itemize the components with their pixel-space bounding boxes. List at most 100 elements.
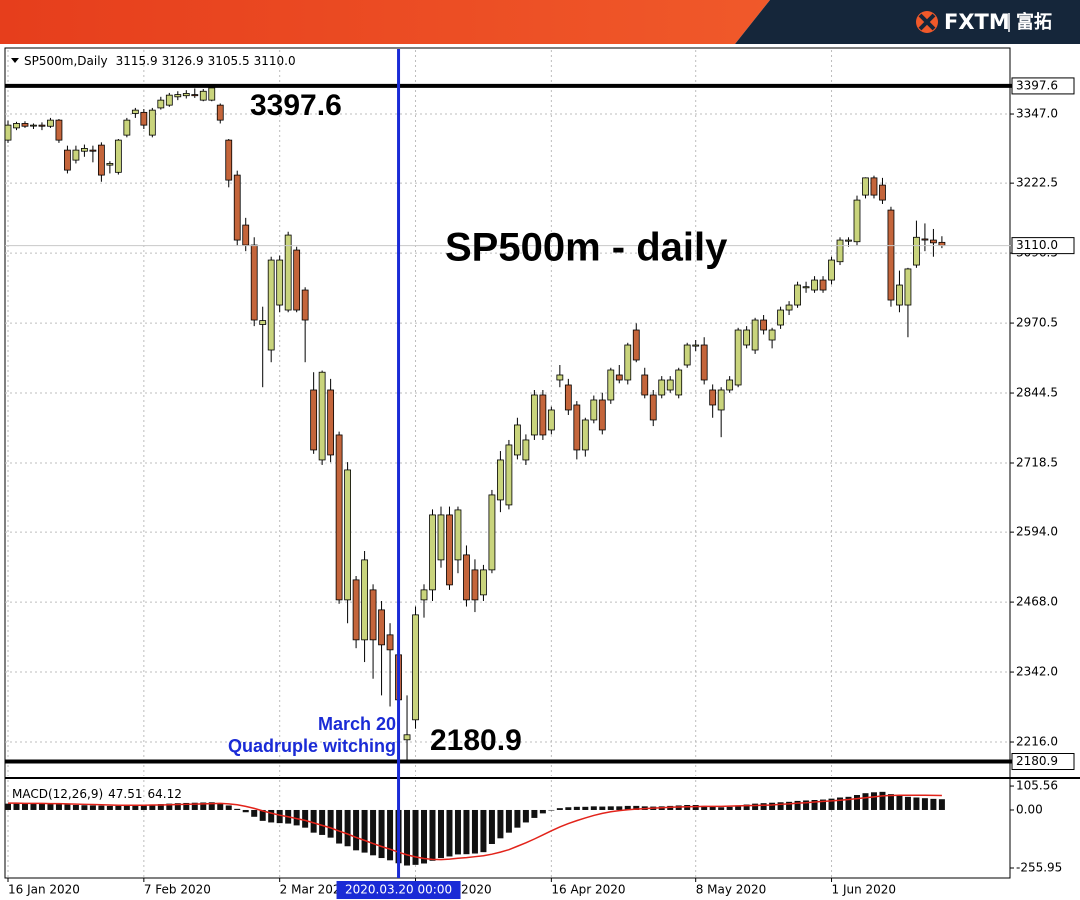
- candle-body: [794, 284, 801, 306]
- x-tick-label: 2 Mar 2020: [280, 883, 348, 897]
- macd-bar: [336, 809, 343, 844]
- candle-body: [403, 734, 411, 741]
- macd-bar: [183, 802, 190, 810]
- candle-body: [836, 239, 844, 263]
- macd-bar: [64, 804, 71, 810]
- candle-body: [131, 109, 139, 114]
- price-label-box: [1011, 237, 1075, 255]
- macd-bar: [471, 809, 478, 854]
- macd-bar: [370, 809, 377, 856]
- x-tick-label: 8 May 2020: [696, 883, 767, 897]
- candle-body: [81, 148, 88, 152]
- candle-body: [216, 104, 224, 121]
- macd-bar: [548, 809, 555, 811]
- macd-bar: [217, 802, 224, 810]
- candle-body: [233, 174, 241, 241]
- macd-bar: [454, 809, 461, 855]
- candle-body: [30, 124, 37, 127]
- macd-bar: [344, 809, 351, 847]
- macd-bar: [166, 803, 173, 810]
- candle-body: [89, 149, 97, 152]
- y-tick-label: 2718.5: [1016, 456, 1058, 470]
- candle-body: [293, 249, 301, 311]
- candle-body: [386, 634, 394, 651]
- candle-body: [335, 434, 343, 601]
- candle-body: [38, 124, 46, 127]
- candle-body: [463, 554, 470, 601]
- macd-bar: [556, 808, 563, 810]
- price-label: 3110.0: [1016, 238, 1058, 252]
- candle-body: [683, 344, 691, 366]
- y-tick-label: 2594.0: [1016, 525, 1058, 539]
- candle-body: [913, 236, 920, 266]
- candle-body: [191, 94, 199, 97]
- price-label-box: [1011, 77, 1075, 95]
- macd-bar: [726, 806, 733, 810]
- candle-body: [284, 234, 292, 311]
- y-tick-label: 105.56: [1016, 779, 1058, 793]
- macd-bar: [531, 809, 538, 818]
- macd-bar: [938, 799, 945, 810]
- candle-body: [760, 319, 768, 331]
- macd-bar: [709, 806, 716, 810]
- candle-body: [581, 419, 589, 451]
- macd-bar: [446, 809, 453, 857]
- macd-bar: [896, 795, 903, 810]
- candle-body: [369, 589, 377, 641]
- candle-body: [828, 259, 835, 281]
- candle-body: [692, 344, 700, 347]
- macd-bar: [497, 809, 504, 839]
- macd-bar: [259, 809, 266, 821]
- macd-bar: [599, 806, 606, 810]
- candle-body: [199, 90, 207, 101]
- candle-body: [896, 284, 903, 306]
- macd-bar: [429, 809, 436, 861]
- macd-bar: [21, 803, 28, 810]
- macd-bar: [38, 803, 45, 810]
- macd-bar: [89, 805, 96, 810]
- price-label: 3397.6: [1016, 78, 1058, 92]
- macd-bar: [98, 805, 105, 810]
- candle-body: [21, 123, 29, 127]
- macd-bar: [157, 804, 164, 810]
- candle-body: [429, 514, 436, 591]
- candle-body: [666, 379, 674, 391]
- macd-bar: [769, 802, 776, 810]
- macd-bar: [251, 809, 258, 817]
- candle-body: [700, 344, 708, 381]
- candle-body: [437, 514, 445, 561]
- macd-bar: [47, 803, 54, 810]
- macd-legend-value: 64.12: [148, 787, 182, 801]
- y-tick-label: 3222.5: [1016, 176, 1058, 190]
- candle-body: [352, 579, 360, 641]
- candle-body: [709, 389, 717, 406]
- x-tick-label: 1 Jun 2020: [832, 883, 897, 897]
- legend-arrow: [11, 58, 19, 63]
- candle-body: [250, 244, 258, 321]
- candle-body: [547, 409, 555, 431]
- macd-bar: [692, 804, 699, 810]
- candle-body: [717, 389, 725, 411]
- candle-body: [47, 119, 54, 127]
- candle-body: [72, 149, 80, 161]
- candle-body: [887, 209, 895, 301]
- macd-bar: [106, 805, 113, 810]
- macd-bar: [412, 809, 419, 865]
- candle-body: [514, 424, 521, 456]
- candle-body: [123, 119, 131, 136]
- candle-body: [276, 259, 284, 306]
- annotation: SP500m - daily: [445, 226, 728, 270]
- candle-body: [106, 163, 114, 166]
- macd-bar: [607, 806, 614, 810]
- candle-body: [862, 177, 869, 196]
- candle-body: [853, 199, 861, 243]
- candle-body: [157, 99, 165, 109]
- macd-bar: [361, 809, 368, 853]
- candle-body: [573, 404, 581, 451]
- macd-bar: [191, 802, 198, 810]
- candle-body: [539, 394, 547, 436]
- candle-body: [870, 177, 878, 196]
- macd-bar: [565, 807, 572, 810]
- candle-body: [819, 279, 827, 291]
- macd-bar: [437, 809, 444, 859]
